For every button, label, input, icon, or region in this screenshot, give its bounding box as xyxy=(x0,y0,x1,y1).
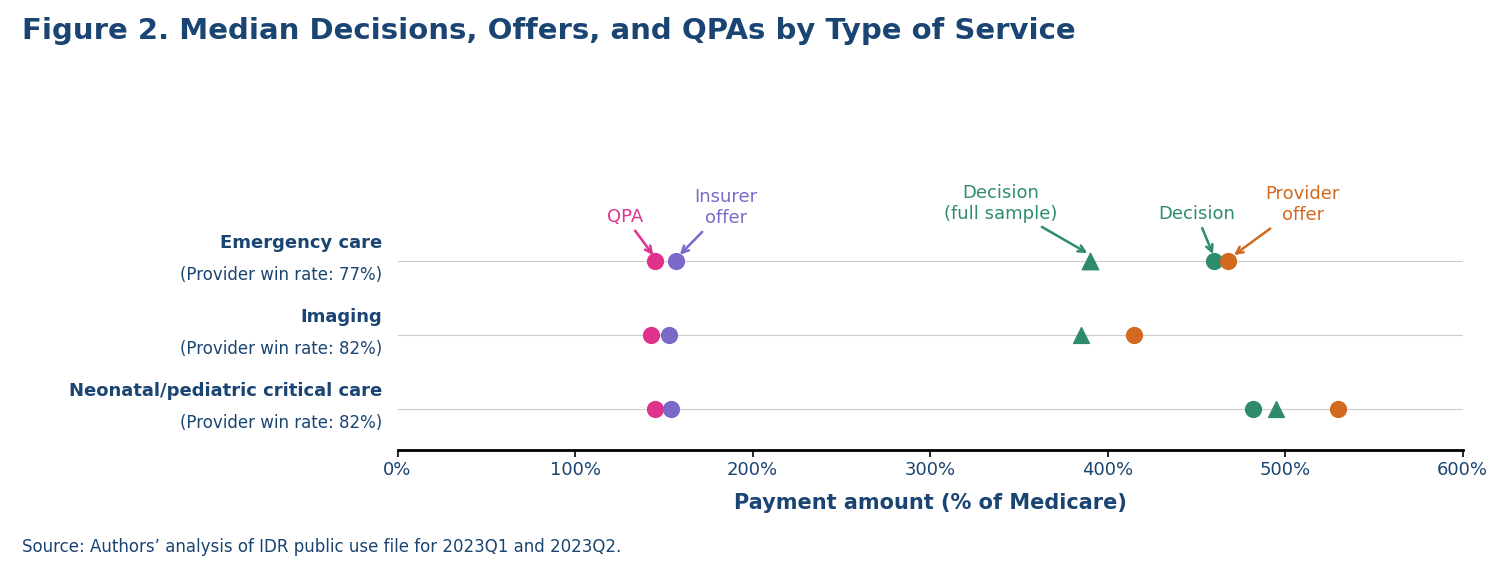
Text: Decision: Decision xyxy=(1158,205,1234,252)
Point xyxy=(1077,257,1101,266)
Text: Decision
(full sample): Decision (full sample) xyxy=(945,184,1084,252)
Text: Neonatal/pediatric critical care: Neonatal/pediatric critical care xyxy=(69,382,383,400)
Point xyxy=(1216,257,1240,266)
Text: (Provider win rate: 82%): (Provider win rate: 82%) xyxy=(180,340,382,358)
Text: (Provider win rate: 77%): (Provider win rate: 77%) xyxy=(180,266,382,284)
Text: Emergency care: Emergency care xyxy=(220,234,382,252)
Point xyxy=(658,405,682,414)
Point xyxy=(644,257,668,266)
Point xyxy=(1202,257,1225,266)
Point xyxy=(664,257,688,266)
Point xyxy=(1264,405,1288,414)
Text: Insurer
offer: Insurer offer xyxy=(682,188,758,253)
Point xyxy=(1326,405,1350,414)
Point xyxy=(1070,330,1094,339)
Text: Source: Authors’ analysis of IDR public use file for 2023Q1 and 2023Q2.: Source: Authors’ analysis of IDR public … xyxy=(22,538,621,556)
Point xyxy=(657,330,681,339)
Text: Provider
offer: Provider offer xyxy=(1236,185,1340,253)
Text: (Provider win rate: 82%): (Provider win rate: 82%) xyxy=(180,414,382,432)
Text: Figure 2. Median Decisions, Offers, and QPAs by Type of Service: Figure 2. Median Decisions, Offers, and … xyxy=(22,17,1076,45)
Point xyxy=(639,330,663,339)
Point xyxy=(1122,330,1146,339)
X-axis label: Payment amount (% of Medicare): Payment amount (% of Medicare) xyxy=(734,493,1126,513)
Point xyxy=(1240,405,1264,414)
Text: Imaging: Imaging xyxy=(300,308,382,326)
Text: QPA: QPA xyxy=(606,208,651,253)
Point xyxy=(644,405,668,414)
